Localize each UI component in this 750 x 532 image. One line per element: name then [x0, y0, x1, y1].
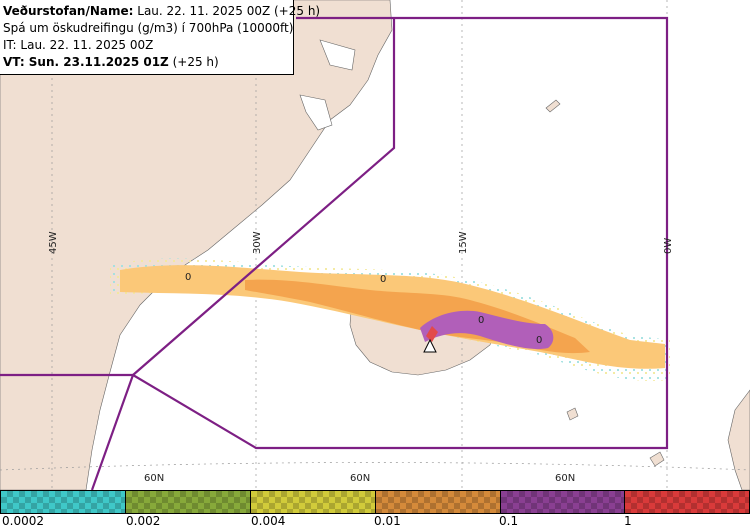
legend-swatch: [250, 490, 376, 514]
parallel-label: 60N: [144, 473, 164, 484]
greenland-fjord: [319, 39, 356, 71]
legend-tick-label: 0.002: [126, 514, 161, 528]
header-line-4: VT: Sun. 23.11.2025 01Z (+25 h): [3, 54, 293, 71]
contour-label: 0: [380, 274, 386, 285]
legend-tick-label: 0.1: [499, 514, 519, 528]
greenland-fjord: [299, 94, 333, 131]
contour-label: 0: [478, 315, 484, 326]
header-line-4-label: VT: Sun. 23.11.2025 01Z: [3, 55, 169, 69]
legend-swatch: [375, 490, 501, 514]
legend-tick-label: 0.004: [251, 514, 286, 528]
legend-tick-label: 0.0002: [2, 514, 44, 528]
legend-swatch: [0, 490, 126, 514]
meridian-label: 15W: [458, 231, 469, 254]
faroe-islands: [566, 407, 579, 421]
legend-tick-label: 1: [624, 514, 632, 528]
parallel-label: 60N: [350, 473, 370, 484]
legend-swatch: [125, 490, 251, 514]
greenland-landmass: [0, 0, 393, 490]
legend-swatch: [624, 490, 750, 514]
contour-label: 0: [185, 272, 191, 283]
fir-boundary: [0, 16, 669, 490]
meridian-label: 30W: [252, 231, 263, 254]
concentration-legend: 0.0002 0.002 0.004 0.01 0.1 1: [0, 490, 750, 532]
norway-coast: [727, 389, 750, 490]
parallel-label: 60N: [555, 473, 575, 484]
meridian-label: 45W: [48, 231, 59, 254]
header-line-1-label: Veðurstofan/Name:: [3, 4, 134, 18]
legend-swatch: [500, 490, 625, 514]
header-line-4-value: (+25 h): [172, 55, 219, 69]
ash-plume-core: [420, 310, 554, 350]
ash-plume-peak: [426, 326, 438, 342]
meridian-label: 0W: [663, 238, 674, 254]
volcano-marker-icon: [423, 338, 437, 353]
jan-mayen-island: [545, 99, 561, 113]
header-line-2: Spá um öskudreifingu (g/m3) í 700hPa (10…: [3, 21, 294, 35]
norway-island: [649, 451, 665, 467]
header-line-1: Veðurstofan/Name: Lau. 22. 11. 2025 00Z …: [3, 3, 320, 20]
legend-tick-label: 0.01: [374, 514, 401, 528]
header-line-1-value: Lau. 22. 11. 2025 00Z (+25 h): [137, 4, 321, 18]
ash-dispersion-map: 0 0 0 0 45W 30W 15W 0W 60N 60N 60N: [0, 0, 750, 490]
contour-label: 0: [536, 335, 542, 346]
header-line-3: IT: Lau. 22. 11. 2025 00Z: [3, 38, 154, 52]
forecast-info-box: Veðurstofan/Name: Lau. 22. 11. 2025 00Z …: [0, 0, 320, 75]
